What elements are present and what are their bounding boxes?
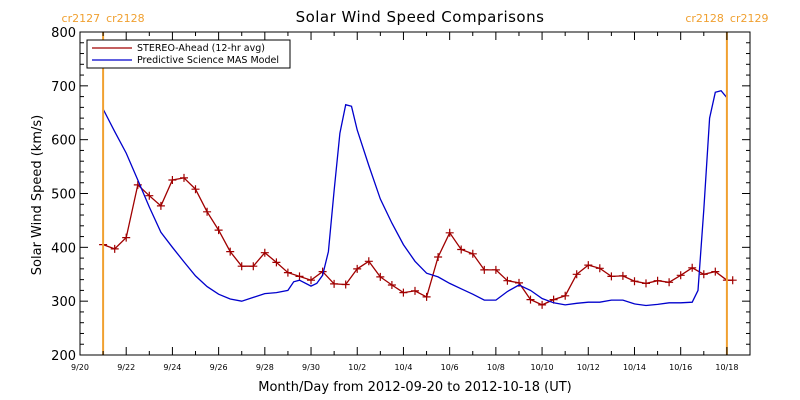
stereo-data-point — [711, 267, 720, 276]
stereo-data-point — [156, 201, 165, 210]
stereo-data-point — [272, 258, 281, 267]
stereo-data-point — [618, 271, 627, 280]
x-axis-ticks: 9/20 9/22 9/24 9/26 9/28 9/30 10/2 10/4 10/6 10/8… — [71, 32, 751, 372]
y-tick-label: 800 — [51, 26, 76, 41]
carrington-label-right: cr2128 — [106, 12, 145, 25]
stereo-data-point — [283, 268, 292, 277]
y-tick-label: 700 — [51, 80, 76, 95]
y-tick-label: 300 — [51, 295, 76, 310]
stereo-data-point — [538, 300, 547, 309]
stereo-data-point — [630, 277, 639, 286]
stereo-data-point — [180, 173, 188, 182]
stereo-data-point — [168, 176, 177, 184]
stereo-data-point — [307, 276, 315, 285]
x-tick-label: 9/20 — [71, 363, 89, 372]
stereo-data-point — [260, 248, 269, 257]
stereo-data-point — [561, 291, 570, 300]
x-tick-label: 10/16 — [669, 363, 692, 372]
x-tick-label: 10/12 — [577, 363, 600, 372]
stereo-data-point — [728, 276, 737, 285]
stereo-data-point — [584, 261, 593, 270]
stereo-data-point — [411, 286, 419, 295]
x-tick-label: 10/18 — [715, 363, 738, 372]
stereo-data-point — [237, 262, 246, 271]
stereo-data-point — [572, 270, 581, 279]
stereo-data-point — [364, 257, 373, 266]
x-axis-label: Month/Day from 2012-09-20 to 2012-10-18 … — [258, 380, 571, 395]
carrington-label-left: cr2127 — [62, 12, 101, 25]
y-axis-ticks: 200 300 400 500 600 700 800 — [51, 26, 750, 364]
x-tick-label: 10/8 — [487, 363, 505, 372]
stereo-data-point — [526, 295, 535, 304]
stereo-data-point — [688, 263, 697, 272]
stereo-data-point — [595, 264, 604, 273]
stereo-data-point — [249, 262, 258, 271]
x-tick-label: 9/28 — [256, 363, 274, 372]
y-tick-label: 500 — [51, 188, 76, 203]
x-tick-label: 10/6 — [441, 363, 459, 372]
x-tick-label: 9/26 — [210, 363, 228, 372]
stereo-data-point — [122, 233, 131, 242]
stereo-data-point — [191, 185, 200, 194]
x-tick-label: 9/22 — [117, 363, 135, 372]
x-tick-label: 9/24 — [163, 363, 181, 372]
stereo-data-point — [491, 265, 500, 274]
stereo-data-point — [399, 288, 408, 297]
stereo-data-point — [607, 272, 616, 281]
stereo-data-point — [503, 276, 512, 285]
mas-model-line — [102, 89, 728, 307]
stereo-data-point — [468, 249, 477, 258]
stereo-data-point — [434, 253, 443, 261]
x-tick-label: 10/4 — [394, 363, 412, 372]
y-tick-label: 200 — [51, 349, 76, 364]
carrington-label-right: cr2129 — [730, 12, 769, 25]
y-tick-label: 400 — [51, 241, 76, 256]
carrington-layer: cr2127 cr2128 cr2128 cr2129 — [62, 12, 769, 355]
stereo-data-point — [203, 207, 212, 216]
legend-box — [86, 39, 291, 69]
y-tick-label: 600 — [51, 134, 76, 149]
stereo-data-point — [457, 245, 466, 254]
stereo-data-point — [330, 279, 339, 288]
stereo-data-point — [387, 281, 396, 289]
stereo-data-point — [376, 272, 385, 281]
x-tick-label: 10/2 — [348, 363, 366, 372]
x-tick-label: 9/30 — [302, 363, 320, 372]
stereo-data-point — [214, 226, 223, 235]
carrington-label-left: cr2128 — [685, 12, 724, 25]
chart-title: Solar Wind Speed Comparisons — [296, 8, 545, 26]
stereo-data-point — [226, 247, 235, 256]
stereo-data-point — [699, 270, 708, 279]
series-layer — [99, 89, 737, 309]
stereo-data-point — [341, 280, 350, 289]
legend-mas-label: Predictive Science MAS Model — [137, 55, 279, 66]
stereo-data-point — [145, 191, 154, 200]
stereo-data-point — [110, 244, 119, 253]
stereo-data-point — [353, 264, 362, 273]
legend: STEREO-Ahead (12-hr avg) Predictive Scie… — [86, 39, 291, 69]
stereo-data-point — [676, 271, 685, 280]
stereo-data-point — [295, 272, 304, 281]
stereo-data-point — [653, 276, 662, 285]
stereo-data-point — [422, 292, 431, 301]
stereo-data-point — [445, 228, 454, 237]
stereo-data-point — [642, 279, 650, 288]
x-tick-label: 10/14 — [623, 363, 646, 372]
x-tick-label: 10/10 — [531, 363, 554, 372]
stereo-data-point — [665, 278, 674, 287]
legend-stereo-label: STEREO-Ahead (12-hr avg) — [137, 43, 265, 54]
y-axis-label: Solar Wind Speed (km/s) — [30, 115, 45, 275]
stereo-ahead-line — [102, 177, 733, 306]
stereo-data-point — [480, 265, 489, 274]
